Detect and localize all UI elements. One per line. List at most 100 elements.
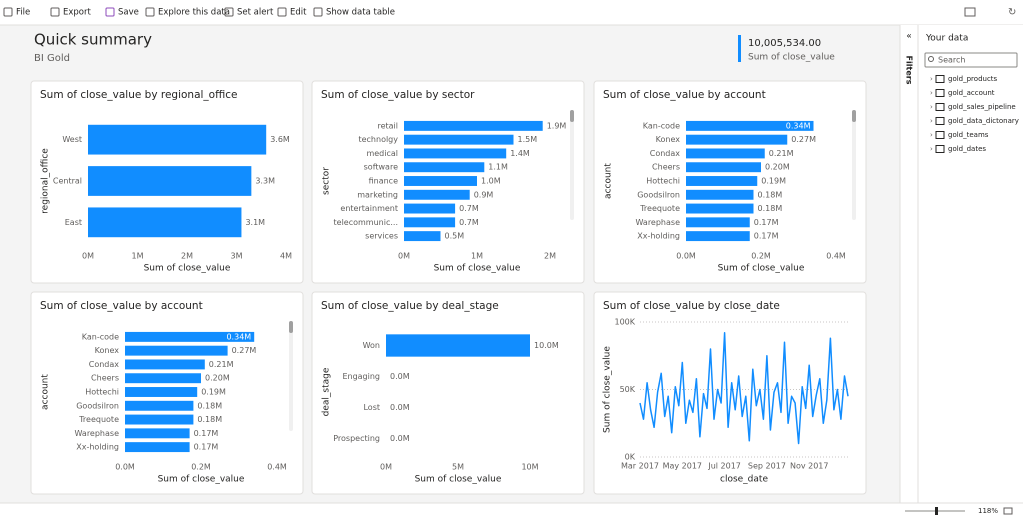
y-tick-label: Condax bbox=[89, 360, 120, 369]
toolbar-item[interactable]: Set alert bbox=[237, 8, 274, 18]
bar bbox=[125, 442, 190, 453]
bar bbox=[686, 120, 814, 131]
toolbar-icon bbox=[3, 7, 13, 17]
chart-title: Sum of close_value by sector bbox=[321, 89, 475, 101]
y-tick-label: services bbox=[365, 232, 398, 241]
data-label: 3.6M bbox=[270, 135, 290, 144]
data-label: 0.17M bbox=[754, 232, 779, 241]
page-subtitle: BI Gold bbox=[34, 53, 70, 64]
x-tick-label: 0.0M bbox=[676, 252, 696, 261]
x-tick-label: 4M bbox=[280, 252, 292, 261]
kpi-label: Sum of close_value bbox=[748, 53, 835, 63]
fit-icon[interactable] bbox=[1003, 507, 1013, 515]
toolbar-item[interactable]: Explore this data bbox=[158, 8, 230, 18]
y-tick-label: Konex bbox=[656, 135, 681, 144]
y-tick-label: Cheers bbox=[652, 163, 680, 172]
view-icon[interactable] bbox=[964, 7, 976, 17]
toolbar-item[interactable]: Show data table bbox=[326, 8, 395, 18]
data-label: 0.7M bbox=[459, 218, 479, 227]
data-label: 0.34M bbox=[226, 332, 251, 341]
y-tick-label: 100K bbox=[614, 318, 635, 327]
expand-arrow: › bbox=[930, 117, 933, 125]
x-tick-label: 10M bbox=[521, 463, 538, 472]
table-name[interactable]: gold_dates bbox=[948, 145, 986, 153]
chart-title: Sum of close_value by account bbox=[40, 300, 203, 312]
bar bbox=[125, 359, 205, 370]
toolbar-item[interactable]: Export bbox=[63, 8, 91, 18]
search-box[interactable] bbox=[924, 52, 1018, 68]
bar bbox=[686, 189, 754, 200]
x-tick-label: 3M bbox=[231, 252, 243, 261]
bar bbox=[686, 203, 754, 214]
toolbar-item[interactable]: File bbox=[16, 8, 30, 18]
data-label: 1.0M bbox=[481, 177, 501, 186]
y-tick-label: Konex bbox=[95, 346, 120, 355]
bar bbox=[404, 176, 477, 186]
y-tick-label: medical bbox=[366, 149, 398, 158]
bar bbox=[404, 217, 456, 228]
bar bbox=[125, 373, 201, 384]
collapse-icon[interactable]: « bbox=[906, 32, 912, 42]
x-axis-title: Sum of close_value bbox=[144, 264, 231, 274]
refresh-icon[interactable]: ↻ bbox=[1008, 7, 1016, 18]
y-tick-label: 50K bbox=[620, 385, 636, 394]
toolbar-item[interactable]: Save bbox=[118, 8, 139, 18]
y-axis-title: account bbox=[604, 163, 614, 199]
data-label: 0.17M bbox=[194, 443, 219, 452]
bar bbox=[404, 231, 441, 242]
toolbar-item[interactable]: Edit bbox=[290, 8, 307, 18]
data-label: 0.5M bbox=[445, 232, 465, 241]
data-label: 0.7M bbox=[459, 204, 479, 213]
bar bbox=[686, 134, 788, 145]
table-name[interactable]: gold_products bbox=[948, 75, 998, 83]
data-label: 0.9M bbox=[474, 190, 494, 199]
data-label: 0.17M bbox=[754, 218, 779, 227]
data-label: 0.34M bbox=[786, 121, 811, 130]
data-label: 0.19M bbox=[201, 388, 226, 397]
bar bbox=[686, 231, 750, 242]
y-tick-label: Treequote bbox=[78, 415, 119, 424]
y-tick-label: Xx-holding bbox=[637, 232, 680, 241]
y-tick-label: software bbox=[364, 163, 398, 172]
search-icon bbox=[928, 56, 934, 62]
x-tick-label: 1M bbox=[132, 252, 144, 261]
x-axis-title: close_date bbox=[720, 475, 768, 485]
table-name[interactable]: gold_account bbox=[948, 89, 995, 97]
x-tick-label: 0M bbox=[398, 252, 410, 261]
search-placeholder[interactable]: Search bbox=[938, 56, 965, 65]
toolbar-icon bbox=[145, 7, 155, 17]
x-axis-title: Sum of close_value bbox=[158, 475, 245, 485]
zoom-knob[interactable] bbox=[935, 507, 938, 515]
bar bbox=[404, 120, 543, 131]
expand-arrow: › bbox=[930, 145, 933, 153]
bar bbox=[125, 345, 228, 356]
y-tick-label: telecommunic... bbox=[334, 218, 398, 227]
y-tick-label: Treequote bbox=[639, 204, 680, 213]
bar bbox=[88, 166, 252, 196]
expand-arrow: › bbox=[930, 89, 933, 97]
bar bbox=[686, 148, 765, 159]
y-tick-label: marketing bbox=[357, 190, 398, 199]
filters-tab[interactable]: Filters bbox=[905, 56, 914, 85]
table-name[interactable]: gold_teams bbox=[948, 131, 989, 139]
bar bbox=[125, 387, 198, 397]
data-label: 0.27M bbox=[791, 135, 816, 144]
toolbar-icon bbox=[105, 7, 115, 17]
table-name[interactable]: gold_sales_pipeline bbox=[948, 103, 1016, 111]
chart-title: Sum of close_value by deal_stage bbox=[321, 300, 499, 312]
bar bbox=[404, 162, 485, 173]
chart-title: Sum of close_value by regional_office bbox=[40, 89, 238, 101]
x-tick-label: Nov 2017 bbox=[790, 462, 829, 471]
x-tick-label: 0M bbox=[380, 463, 392, 472]
table-name[interactable]: gold_data_dictonary bbox=[948, 117, 1019, 125]
data-label: 1.5M bbox=[518, 135, 538, 144]
chart-title: Sum of close_value by account bbox=[603, 89, 766, 101]
y-tick-label: West bbox=[62, 135, 82, 144]
scroll-thumb bbox=[289, 321, 293, 333]
x-tick-label: 5M bbox=[452, 463, 464, 472]
y-tick-label: Cheers bbox=[91, 374, 119, 383]
toolbar bbox=[0, 0, 1023, 25]
bar bbox=[404, 189, 470, 200]
expand-arrow: › bbox=[930, 131, 933, 139]
